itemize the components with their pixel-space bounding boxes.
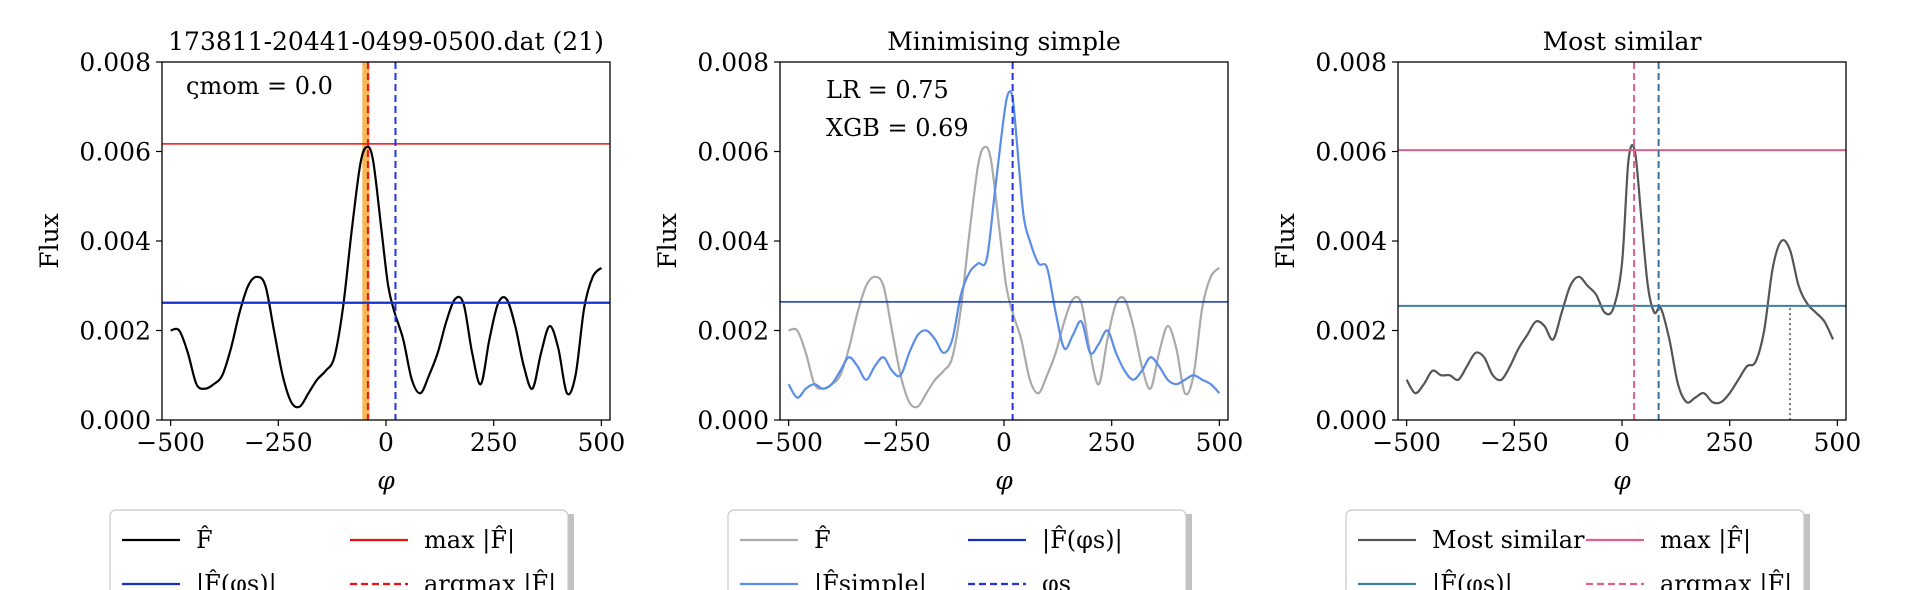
x-tick-label: −500	[754, 428, 823, 457]
chart-title: Minimising simple	[887, 27, 1121, 56]
legend-label: F̂	[196, 526, 213, 554]
y-axis-label: Flux	[653, 213, 682, 269]
plot-area	[780, 62, 1228, 420]
y-tick-label: 0.000	[79, 406, 151, 435]
legend-box	[1345, 509, 1805, 590]
y-tick-label: 0.000	[1315, 406, 1387, 435]
x-tick-label: −250	[862, 428, 931, 457]
legend-label: φs	[1042, 570, 1071, 590]
y-tick-label: 0.008	[697, 48, 769, 77]
y-tick-label: 0.006	[1315, 138, 1387, 167]
legend: Most similar max |F̂| |F̂(φs)| argmax |F̂|	[1345, 509, 1810, 590]
legend-label: |F̂simple|	[814, 570, 927, 590]
legend-label: |F̂(φs)|	[1042, 526, 1123, 555]
legend-label: argmax |F̂|	[424, 570, 556, 590]
y-tick-label: 0.002	[79, 317, 151, 346]
legend-label: F̂	[814, 526, 831, 554]
legend-label: max |F̂|	[424, 526, 515, 555]
x-tick-label: 250	[1706, 428, 1754, 457]
x-tick-label: −500	[1372, 428, 1441, 457]
series-line-1	[788, 145, 1221, 409]
legend: F̂ max |F̂| |F̂(φs)| argmax |F̂|	[109, 509, 574, 590]
y-axis-label: Flux	[1271, 213, 1300, 269]
axes-frame	[1397, 61, 1847, 421]
plot-area	[162, 62, 610, 420]
x-axis-label: φ	[995, 466, 1013, 495]
x-axis-label: φ	[1613, 466, 1631, 495]
panel-3: −500 −250 0 250 500 0.000 0.002 0.004 0.006 0.008…	[1271, 27, 1861, 590]
series-line-2	[787, 90, 1221, 399]
legend-box	[109, 509, 569, 590]
y-tick-label: 0.002	[697, 317, 769, 346]
y-tick-label: 0.000	[697, 406, 769, 435]
y-tick-label: 0.002	[1315, 317, 1387, 346]
x-tick-label: −250	[1480, 428, 1549, 457]
annotation: ςmom = 0.0	[186, 72, 333, 100]
legend-box	[727, 509, 1187, 590]
panel-2: −500 −250 0 250 500 0.000 0.002 0.004 0.006 0.008…	[653, 27, 1243, 590]
y-tick-label: 0.008	[1315, 48, 1387, 77]
x-tick-label: 0	[378, 428, 394, 457]
legend-label: |F̂(φs)|	[1432, 570, 1513, 590]
series-line-1	[1405, 144, 1835, 405]
x-tick-label: 250	[1088, 428, 1136, 457]
legend-label: argmax |F̂|	[1660, 570, 1792, 590]
y-tick-label: 0.004	[79, 227, 151, 256]
y-axis-label: Flux	[35, 213, 64, 269]
annotation: XGB = 0.69	[826, 114, 969, 142]
x-tick-label: 0	[1614, 428, 1630, 457]
panel-1: −500 −250 0 250 500 0.000 0.002 0.004 0.006 0.008…	[35, 27, 625, 590]
y-tick-label: 0.006	[79, 138, 151, 167]
series-line-1	[170, 145, 603, 409]
x-tick-label: 0	[996, 428, 1012, 457]
chart-title: 173811-20441-0499-0500.dat (21)	[168, 27, 604, 56]
shaded-band	[362, 62, 370, 420]
x-tick-label: 500	[578, 428, 626, 457]
x-tick-label: 500	[1196, 428, 1244, 457]
chart-title: Most similar	[1543, 27, 1702, 56]
annotation: LR = 0.75	[826, 76, 949, 104]
x-tick-label: 500	[1814, 428, 1862, 457]
y-tick-label: 0.006	[697, 138, 769, 167]
legend: F̂ |F̂(φs)| |F̂simple| φs	[727, 509, 1192, 590]
plot-area	[1398, 62, 1846, 420]
legend-label: |F̂(φs)|	[196, 570, 277, 590]
y-tick-label: 0.004	[1315, 227, 1387, 256]
x-axis-label: φ	[377, 466, 395, 495]
y-tick-label: 0.008	[79, 48, 151, 77]
axes-frame	[161, 61, 611, 421]
x-tick-label: 250	[470, 428, 518, 457]
legend-label: Most similar	[1432, 526, 1585, 554]
legend-label: max |F̂|	[1660, 526, 1751, 555]
x-tick-label: −500	[136, 428, 205, 457]
y-tick-label: 0.004	[697, 227, 769, 256]
x-tick-label: −250	[244, 428, 313, 457]
